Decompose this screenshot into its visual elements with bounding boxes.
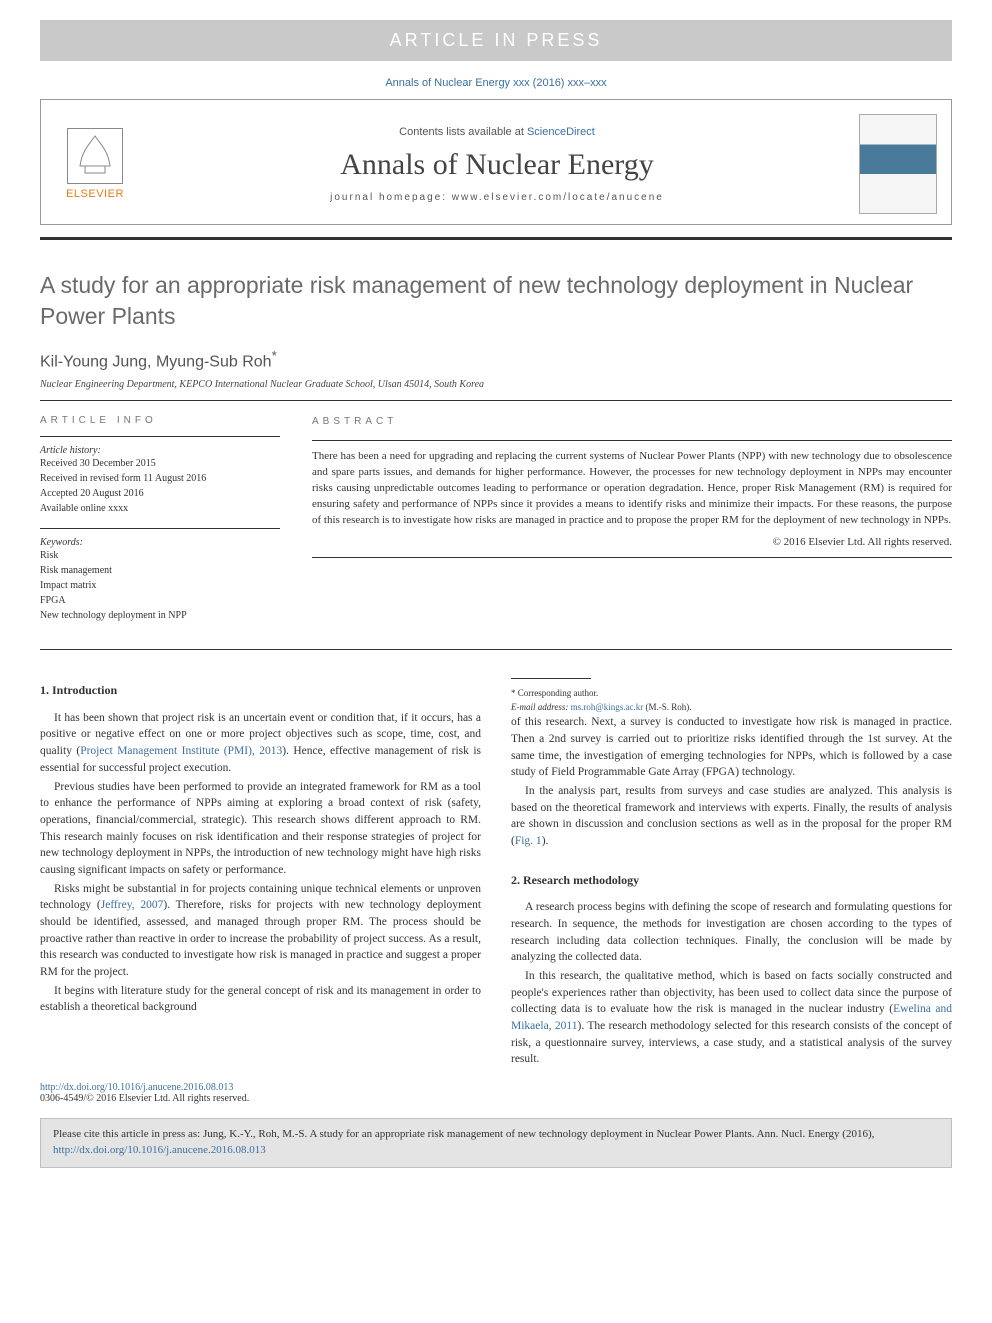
- body-paragraph: Risks might be substantial in for projec…: [40, 881, 481, 981]
- abstract-rule: [312, 440, 952, 441]
- cite-text: Please cite this article in press as: Ju…: [53, 1128, 874, 1140]
- journal-title: Annals of Nuclear Energy: [135, 148, 859, 182]
- footnotes: * Corresponding author. E-mail address: …: [511, 687, 952, 714]
- keywords-label: Keywords:: [40, 537, 280, 548]
- doi-link[interactable]: http://dx.doi.org/10.1016/j.anucene.2016…: [40, 1082, 233, 1093]
- keyword: Risk: [40, 548, 280, 563]
- body-paragraph: In the analysis part, results from surve…: [511, 783, 952, 850]
- text-run: ).: [542, 835, 549, 847]
- article-title: A study for an appropriate risk manageme…: [40, 270, 952, 332]
- email-line: E-mail address: ms.roh@kings.ac.kr (M.-S…: [511, 701, 952, 715]
- citation-box: Please cite this article in press as: Ju…: [40, 1118, 952, 1168]
- history-item: Received 30 December 2015: [40, 456, 280, 471]
- contents-prefix: Contents lists available at: [399, 126, 527, 138]
- elsevier-logo[interactable]: ELSEVIER: [55, 128, 135, 200]
- journal-homepage: journal homepage: www.elsevier.com/locat…: [135, 192, 859, 203]
- history-item: Accepted 20 August 2016: [40, 486, 280, 501]
- body-paragraph: A research process begins with defining …: [511, 899, 952, 966]
- abstract-heading: ABSTRACT: [312, 415, 952, 430]
- elsevier-tree-icon: [67, 128, 123, 184]
- issn-copyright: 0306-4549/© 2016 Elsevier Ltd. All right…: [40, 1093, 249, 1104]
- info-rule: [40, 436, 280, 437]
- footnote-rule: [511, 678, 591, 679]
- abstract-text: There has been a need for upgrading and …: [312, 449, 952, 529]
- article-info-heading: ARTICLE INFO: [40, 415, 280, 426]
- doi-block: http://dx.doi.org/10.1016/j.anucene.2016…: [40, 1082, 952, 1104]
- section-1-heading: 1. Introduction: [40, 682, 481, 699]
- contents-available-line: Contents lists available at ScienceDirec…: [135, 126, 859, 138]
- keyword: New technology deployment in NPP: [40, 608, 280, 623]
- header-center: Contents lists available at ScienceDirec…: [135, 126, 859, 203]
- article-info: ARTICLE INFO Article history: Received 3…: [40, 415, 280, 635]
- figure-link[interactable]: Fig. 1: [515, 835, 542, 847]
- elsevier-label: ELSEVIER: [55, 188, 135, 200]
- abstract: ABSTRACT There has been a need for upgra…: [312, 415, 952, 635]
- homepage-label: journal homepage:: [330, 192, 452, 203]
- citation-link[interactable]: Jeffrey, 2007: [101, 899, 164, 911]
- footnote-block: * Corresponding author. E-mail address: …: [511, 678, 952, 714]
- body-paragraph: It begins with literature study for the …: [40, 983, 481, 1016]
- keyword: FPGA: [40, 593, 280, 608]
- body-paragraph: Previous studies have been performed to …: [40, 779, 481, 879]
- homepage-url[interactable]: www.elsevier.com/locate/anucene: [452, 192, 664, 203]
- affiliation: Nuclear Engineering Department, KEPCO In…: [40, 379, 952, 390]
- journal-header: ELSEVIER Contents lists available at Sci…: [40, 99, 952, 225]
- keywords: Keywords: Risk Risk management Impact ma…: [40, 537, 280, 623]
- body-paragraph: It has been shown that project risk is a…: [40, 710, 481, 777]
- article-content: A study for an appropriate risk manageme…: [0, 240, 992, 1068]
- sciencedirect-link[interactable]: ScienceDirect: [527, 126, 595, 138]
- rule-below-info: [40, 649, 952, 650]
- keyword: Risk management: [40, 563, 280, 578]
- text-run: In the analysis part, results from surve…: [511, 785, 952, 847]
- journal-cover-thumbnail[interactable]: [859, 114, 937, 214]
- email-name: (M.-S. Roh).: [645, 702, 691, 712]
- keyword: Impact matrix: [40, 578, 280, 593]
- body-paragraph: of this research. Next, a survey is cond…: [511, 714, 952, 781]
- history-label: Article history:: [40, 445, 280, 456]
- authors: Kil-Young Jung, Myung-Sub Roh*: [40, 348, 952, 371]
- email-label: E-mail address:: [511, 702, 568, 712]
- section-2-heading: 2. Research methodology: [511, 872, 952, 889]
- author-names: Kil-Young Jung, Myung-Sub Roh: [40, 353, 272, 370]
- body-text: 1. Introduction It has been shown that p…: [40, 678, 952, 1067]
- abstract-copyright: © 2016 Elsevier Ltd. All rights reserved…: [312, 535, 952, 551]
- email-link[interactable]: ms.roh@kings.ac.kr: [571, 702, 644, 712]
- text-run: ). The research methodology selected for…: [511, 1020, 952, 1065]
- article-in-press-banner: ARTICLE IN PRESS: [40, 20, 952, 61]
- corresponding-author-note: * Corresponding author.: [511, 687, 952, 701]
- history-item: Received in revised form 11 August 2016: [40, 471, 280, 486]
- info-abstract-row: ARTICLE INFO Article history: Received 3…: [40, 415, 952, 635]
- article-history: Article history: Received 30 December 20…: [40, 445, 280, 516]
- corresponding-marker: *: [272, 348, 277, 363]
- abstract-bottom-rule: [312, 557, 952, 558]
- text-run: In this research, the qualitative method…: [511, 970, 952, 1015]
- rule-above-info: [40, 400, 952, 401]
- cite-doi-link[interactable]: http://dx.doi.org/10.1016/j.anucene.2016…: [53, 1144, 266, 1156]
- info-rule: [40, 528, 280, 529]
- journal-reference: Annals of Nuclear Energy xxx (2016) xxx–…: [0, 61, 992, 99]
- body-paragraph: In this research, the qualitative method…: [511, 968, 952, 1068]
- history-item: Available online xxxx: [40, 501, 280, 516]
- citation-link[interactable]: Project Management Institute (PMI), 2013: [80, 745, 282, 757]
